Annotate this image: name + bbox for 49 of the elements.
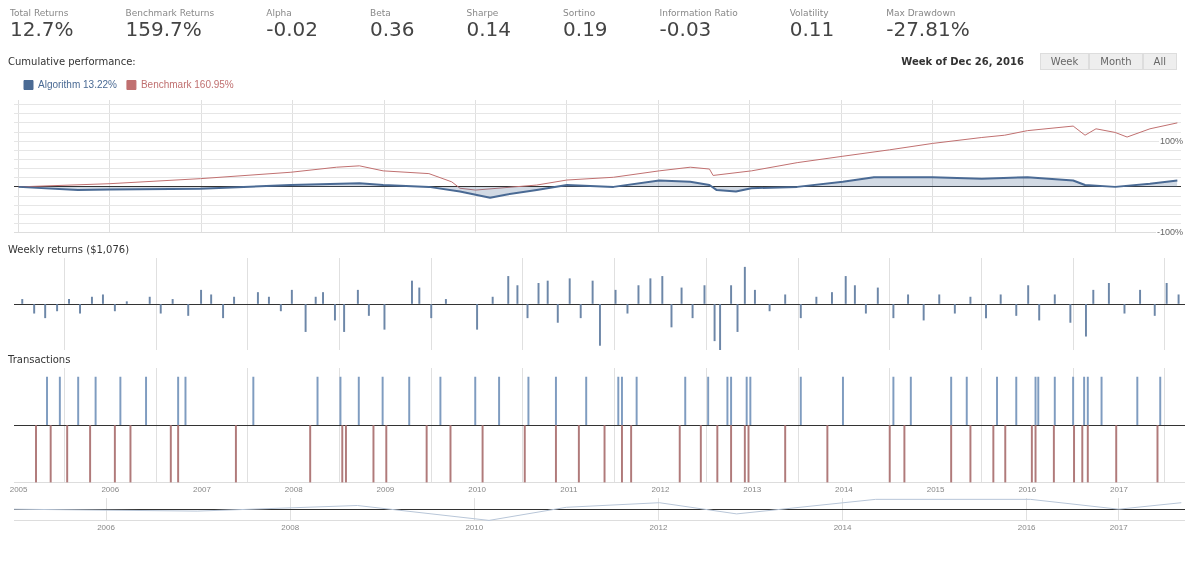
text: 159.7% (125, 17, 203, 41)
text: Sortino (563, 8, 597, 18)
x-tick-label: 2016 (1017, 523, 1037, 533)
x-tick-label: 2017 (1110, 485, 1129, 495)
x-tick-label: 2014 (834, 485, 854, 495)
text: Alpha (266, 8, 293, 18)
x-tick-label: 2013 (743, 485, 762, 495)
text: Total Returns (10, 8, 70, 18)
text: -27.81% (886, 17, 970, 41)
x-tick-label: 2008 (281, 523, 300, 533)
text: 0.14 (466, 17, 512, 41)
text: Benchmark Returns (125, 8, 215, 18)
legend-label: Benchmark 160.95% (140, 78, 234, 90)
text: 0.11 (789, 17, 835, 41)
x-tick-label: 2005 (9, 485, 29, 495)
text: 0.19 (563, 17, 608, 41)
text: Week of Dec 26, 2016 (901, 55, 1024, 67)
x-tick-label: 2011 (560, 485, 578, 495)
x-tick-label: 2012 (651, 485, 670, 495)
text: 12.7% (10, 17, 74, 41)
chart-title: Cumulative performance: (8, 55, 137, 67)
chart-title: Transactions (8, 353, 72, 365)
chart-title: Weekly returns ($1,076) (8, 243, 131, 255)
legend-label: Algorithm 13.22% (38, 78, 118, 90)
text: -0.03 (659, 17, 713, 41)
x-tick-label: 2006 (97, 523, 116, 533)
text: -0.02 (266, 17, 318, 41)
x-tick-label: 2008 (284, 485, 304, 495)
x-tick-label: 2007 (193, 485, 212, 495)
x-tick-label: 2014 (833, 523, 852, 533)
x-tick-label: 2009 (376, 485, 395, 495)
x-tick-label: 2016 (1018, 485, 1037, 495)
text: Information Ratio (659, 8, 738, 18)
text: 0.36 (369, 17, 415, 41)
y-tick-label: 100% (1159, 135, 1183, 146)
text: Max Drawdown (886, 8, 957, 18)
x-tick-label: 2006 (101, 485, 120, 495)
text: Beta (369, 8, 392, 18)
x-tick-label: 2017 (1109, 523, 1129, 533)
text: Sharpe (466, 8, 500, 18)
x-tick-label: 2015 (926, 485, 946, 495)
text: Week (1039, 52, 1090, 70)
text: Month (1089, 52, 1143, 70)
text: Volatility (789, 8, 830, 18)
x-tick-label: 2010 (465, 523, 484, 533)
text: All (1142, 52, 1177, 70)
x-tick-label: 2012 (649, 523, 668, 533)
y-tick-label: -100% (1156, 227, 1183, 238)
x-tick-label: 2010 (468, 485, 487, 495)
